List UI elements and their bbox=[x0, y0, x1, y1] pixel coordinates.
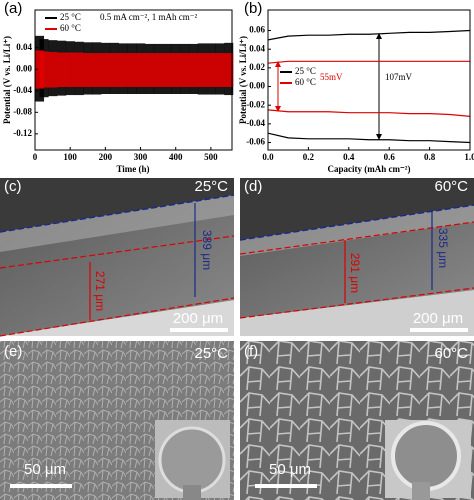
y-tick-label: 0.00 bbox=[16, 63, 32, 73]
band-segment bbox=[101, 53, 111, 87]
band-segment bbox=[224, 53, 234, 87]
temperature: 60°C bbox=[434, 345, 468, 362]
y-axis-label: Potential (V vs. Li/Li⁺) bbox=[2, 36, 12, 124]
temperature: 60°C bbox=[434, 178, 468, 195]
x-tick-label: 0 bbox=[33, 152, 38, 162]
panel-label: (c) bbox=[4, 178, 22, 195]
band-segment bbox=[145, 53, 155, 87]
plot-frame bbox=[34, 9, 233, 151]
thickness-label: 389 μm bbox=[200, 230, 214, 270]
sem-image bbox=[0, 341, 234, 500]
band-segment bbox=[180, 53, 190, 87]
y-tick-label: -0.04 bbox=[246, 118, 265, 128]
y-tick-label: 0.00 bbox=[249, 81, 265, 91]
scale-bar bbox=[170, 328, 228, 332]
panel-label: (a) bbox=[4, 0, 22, 17]
band-segment bbox=[74, 52, 84, 87]
plot-frame bbox=[267, 9, 471, 151]
y-tick-label: 0.02 bbox=[249, 62, 265, 72]
scale-bar-label: 200 μm bbox=[173, 310, 223, 327]
x-tick-label: 0.6 bbox=[384, 152, 396, 162]
band-segment bbox=[127, 53, 137, 87]
y-tick-label: 0.04 bbox=[16, 42, 32, 52]
scale-bar-label: 200 μm bbox=[413, 310, 463, 327]
annotation: 0.5 mA cm⁻², 1 mAh cm⁻² bbox=[100, 12, 197, 22]
y-tick-label: 0.04 bbox=[249, 43, 265, 53]
arrow-head bbox=[275, 61, 281, 112]
band-segment bbox=[118, 53, 128, 87]
band-segment bbox=[136, 53, 146, 87]
scale-bar-label: 50 μm bbox=[269, 461, 311, 478]
y-tick-label: -0.12 bbox=[13, 128, 32, 138]
panel-label: (b) bbox=[244, 0, 262, 17]
x-tick-label: 0.2 bbox=[303, 152, 315, 162]
temperature: 25°C bbox=[194, 178, 228, 195]
band-segment bbox=[189, 53, 199, 87]
band-segment bbox=[171, 53, 181, 87]
band-segment bbox=[92, 53, 102, 87]
sem-image bbox=[0, 178, 235, 337]
band-segment bbox=[48, 52, 58, 88]
line bbox=[267, 60, 470, 64]
band-segment bbox=[206, 53, 216, 87]
band-segment bbox=[153, 53, 163, 87]
scale-bar bbox=[410, 328, 468, 332]
band-segment bbox=[65, 52, 75, 87]
sem-image bbox=[239, 178, 474, 336]
band-segment bbox=[109, 53, 119, 87]
thickness-label: 335 μm bbox=[436, 228, 450, 268]
legend-label: 25 °C bbox=[295, 66, 316, 76]
band-segment bbox=[197, 53, 207, 87]
scale-bar-label: 50 μm bbox=[24, 461, 66, 478]
line bbox=[267, 29, 471, 41]
scale-bar bbox=[10, 484, 72, 488]
x-tick-label: 0.8 bbox=[424, 152, 436, 162]
panel-label: (e) bbox=[4, 343, 22, 360]
thickness-label: 271 μm bbox=[93, 271, 107, 311]
x-axis-label: Time (h) bbox=[116, 164, 149, 174]
band-segment bbox=[162, 53, 172, 87]
x-tick-label: 400 bbox=[169, 152, 183, 162]
y-tick-label: -0.02 bbox=[246, 99, 265, 109]
x-tick-label: 100 bbox=[63, 152, 77, 162]
x-tick-label: 0.0 bbox=[262, 152, 274, 162]
legend-label: 60 °C bbox=[295, 77, 316, 87]
x-tick-label: 300 bbox=[134, 152, 148, 162]
legend-label: 60 °C bbox=[60, 23, 81, 33]
annotation: 55mV bbox=[320, 72, 343, 82]
line bbox=[267, 132, 471, 144]
y-tick-label: -0.08 bbox=[13, 106, 32, 116]
x-axis-label: Capacity (mAh cm⁻²) bbox=[328, 164, 411, 174]
x-tick-label: 1.0 bbox=[464, 152, 474, 162]
line bbox=[267, 109, 471, 117]
band-segment bbox=[215, 53, 225, 87]
band-segment bbox=[39, 51, 49, 88]
annotation: 107mV bbox=[385, 72, 413, 82]
x-tick-label: 500 bbox=[204, 152, 218, 162]
band-segment bbox=[83, 53, 93, 87]
y-tick-label: -0.06 bbox=[246, 137, 265, 147]
thickness-label: 291 μm bbox=[348, 253, 362, 293]
y-tick-label: 0.06 bbox=[249, 25, 265, 35]
y-tick-label: -0.04 bbox=[13, 85, 32, 95]
scale-bar bbox=[255, 484, 317, 488]
panel-label: (d) bbox=[244, 178, 262, 195]
y-axis-label: Potential (V vs. Li/Li⁺) bbox=[238, 36, 248, 124]
x-tick-label: 200 bbox=[99, 152, 113, 162]
panel-label: (f) bbox=[244, 343, 258, 360]
x-tick-label: 0.4 bbox=[343, 152, 355, 162]
band-segment bbox=[57, 52, 67, 87]
sem-image bbox=[240, 341, 474, 500]
legend-label: 25 °C bbox=[60, 12, 81, 22]
temperature: 25°C bbox=[194, 345, 228, 362]
